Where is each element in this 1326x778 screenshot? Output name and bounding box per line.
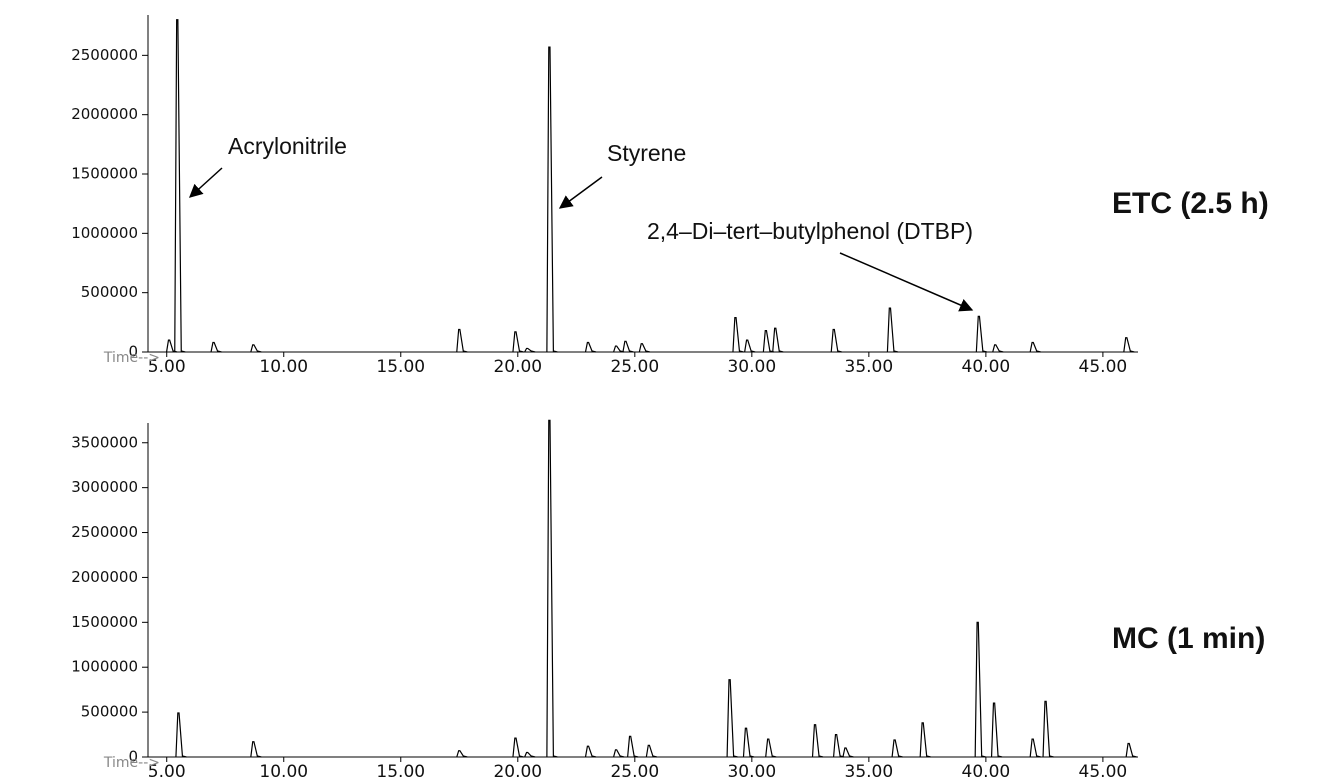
x-tick-label: 5.00 bbox=[148, 762, 186, 778]
y-tick-label: 2500000 bbox=[71, 523, 138, 541]
side-label: MC (1 min) bbox=[1112, 622, 1265, 655]
y-tick-label: 1500000 bbox=[71, 613, 138, 631]
x-tick-label: 20.00 bbox=[493, 762, 542, 778]
peak bbox=[1042, 700, 1054, 758]
annotation: 2,4–Di–tert–butylphenol (DTBP) bbox=[647, 218, 973, 244]
x-tick-label: 15.00 bbox=[376, 762, 425, 778]
peak bbox=[765, 738, 777, 758]
peak bbox=[1029, 738, 1041, 758]
peak bbox=[772, 327, 784, 353]
x-tick-label: 10.00 bbox=[259, 762, 308, 778]
peak bbox=[886, 307, 899, 353]
peak bbox=[638, 343, 650, 353]
peak bbox=[1123, 337, 1135, 353]
peak bbox=[174, 19, 186, 353]
peak bbox=[546, 46, 558, 353]
peak bbox=[811, 724, 824, 758]
peak bbox=[250, 741, 262, 758]
x-tick-label: 25.00 bbox=[610, 762, 659, 778]
peak bbox=[512, 331, 524, 353]
x-tick-label: 5.00 bbox=[148, 357, 186, 377]
x-tick-label: 45.00 bbox=[1079, 762, 1128, 778]
peak bbox=[165, 339, 178, 353]
x-tick-label: 35.00 bbox=[845, 762, 894, 778]
peak bbox=[762, 330, 775, 353]
peak bbox=[175, 712, 187, 758]
peak bbox=[830, 328, 842, 353]
annotation-arrow bbox=[188, 167, 223, 198]
y-tick-label: 500000 bbox=[81, 703, 138, 721]
side-label: ETC (2.5 h) bbox=[1112, 187, 1269, 220]
y-tick-label: 1000000 bbox=[71, 658, 138, 676]
x-tick-label: 40.00 bbox=[962, 762, 1011, 778]
y-tick-label: 2500000 bbox=[71, 46, 138, 64]
peak bbox=[975, 315, 987, 353]
annotation-arrow bbox=[839, 252, 974, 312]
peak bbox=[456, 750, 468, 758]
x-tick-label: 25.00 bbox=[610, 357, 659, 377]
x-axis-label: Time--> bbox=[103, 755, 160, 771]
y-tick-label: 1500000 bbox=[71, 165, 138, 183]
peak bbox=[512, 737, 524, 758]
annotation-arrow bbox=[558, 176, 603, 209]
peak bbox=[613, 749, 625, 758]
peak bbox=[524, 347, 536, 353]
x-tick-label: 35.00 bbox=[845, 357, 894, 377]
peak bbox=[613, 345, 625, 353]
x-tick-label: 30.00 bbox=[727, 762, 776, 778]
peak bbox=[891, 739, 903, 758]
x-tick-label: 30.00 bbox=[727, 357, 776, 377]
peak bbox=[1029, 341, 1041, 353]
peak bbox=[742, 727, 755, 758]
peak bbox=[456, 328, 468, 353]
peak bbox=[992, 344, 1004, 353]
x-tick-label: 10.00 bbox=[259, 357, 308, 377]
x-tick-label: 40.00 bbox=[962, 357, 1011, 377]
x-axis-label: Time--> bbox=[103, 350, 160, 366]
y-tick-label: 3500000 bbox=[71, 433, 138, 451]
peak bbox=[832, 733, 845, 758]
peak bbox=[842, 747, 854, 758]
y-tick-label: 3000000 bbox=[71, 478, 138, 496]
y-tick-label: 1000000 bbox=[71, 224, 138, 242]
peak bbox=[524, 751, 536, 758]
annotation: Acrylonitrile bbox=[228, 133, 347, 159]
peak bbox=[584, 341, 597, 353]
peak bbox=[627, 735, 639, 758]
annotation: Styrene bbox=[607, 140, 686, 166]
peak bbox=[732, 316, 744, 353]
peak bbox=[919, 722, 931, 758]
y-tick-label: 500000 bbox=[81, 283, 138, 301]
peak bbox=[645, 744, 657, 758]
x-tick-label: 20.00 bbox=[493, 357, 542, 377]
peak bbox=[210, 341, 222, 353]
peak bbox=[1125, 742, 1137, 758]
peak bbox=[584, 745, 597, 758]
peak bbox=[622, 340, 634, 353]
peak bbox=[726, 679, 738, 758]
peak bbox=[250, 344, 262, 353]
y-tick-label: 0 bbox=[128, 343, 138, 361]
peak bbox=[546, 419, 558, 758]
y-tick-label: 2000000 bbox=[71, 568, 138, 586]
peak bbox=[974, 621, 986, 758]
y-tick-label: 0 bbox=[128, 748, 138, 766]
y-tick-label: 2000000 bbox=[71, 105, 138, 123]
x-tick-label: 45.00 bbox=[1079, 357, 1128, 377]
x-tick-label: 15.00 bbox=[376, 357, 425, 377]
peak bbox=[744, 339, 756, 353]
peak bbox=[990, 702, 1003, 758]
